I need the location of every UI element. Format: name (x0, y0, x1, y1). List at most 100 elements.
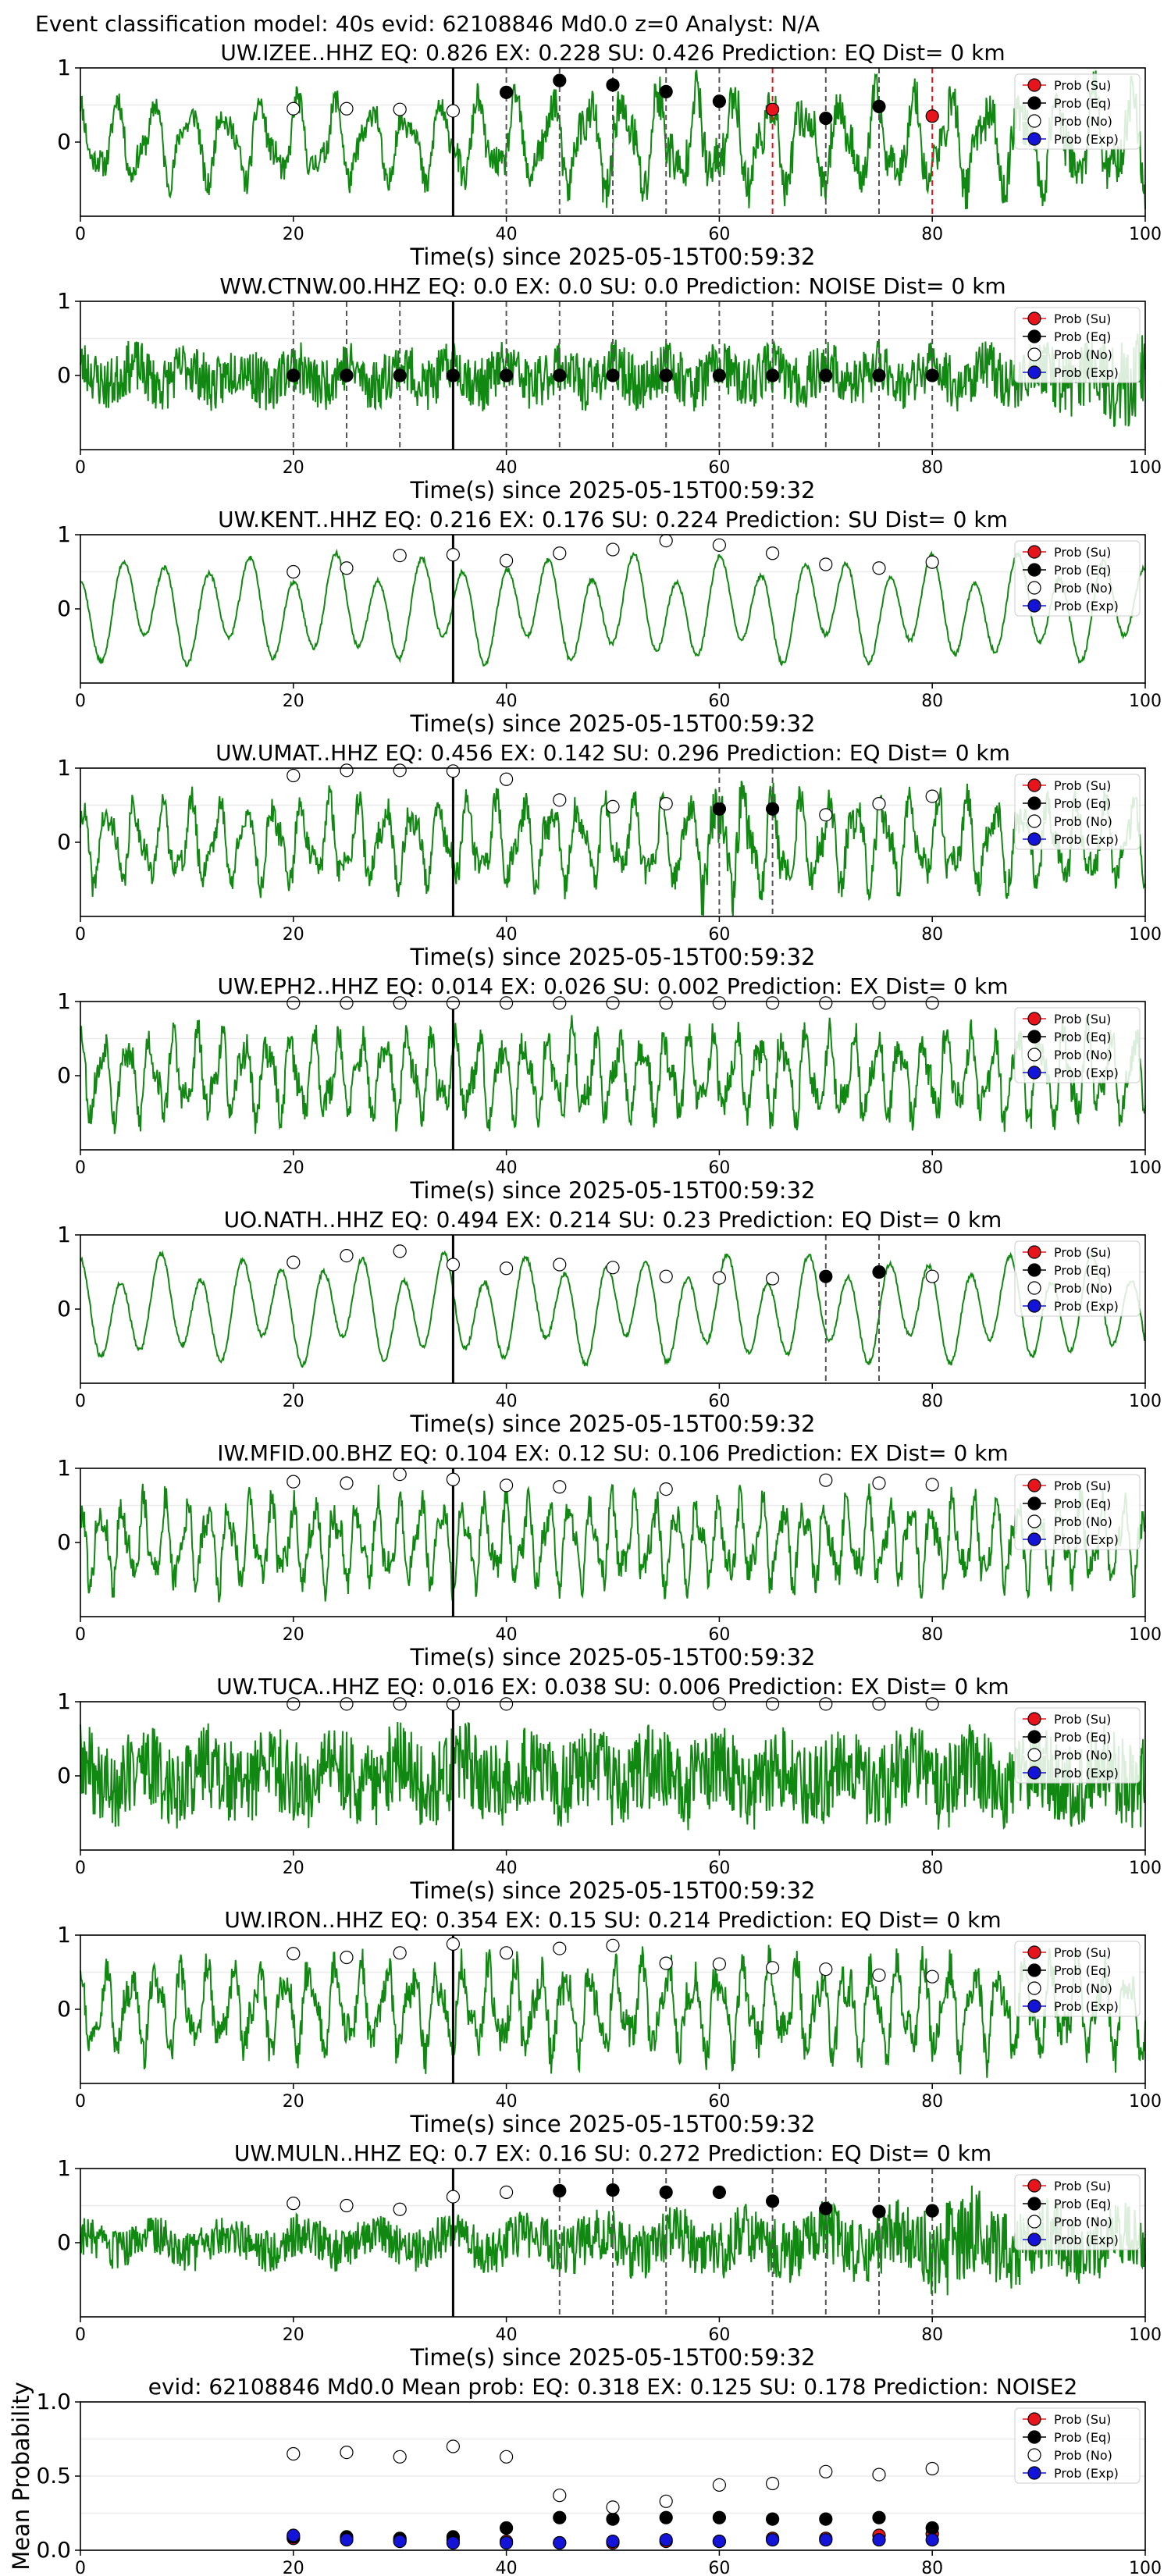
legend-box (1014, 1240, 1141, 1317)
x-axis-label: Time(s) since 2025-05-15T00:59:32 (410, 1411, 816, 1437)
panel-3: UW.UMAT..HHZ EQ: 0.456 EX: 0.142 SU: 0.2… (57, 740, 1162, 970)
legend-label: Prob (Exp) (1054, 2466, 1119, 2481)
mean-marker-ex (499, 2535, 514, 2550)
prob-marker-no (872, 1968, 886, 1982)
x-axis-label: Time(s) since 2025-05-15T00:59:32 (410, 244, 816, 270)
prob-marker-no (393, 1244, 407, 1258)
legend-label: Prob (Su) (1054, 2179, 1111, 2194)
legend: Prob (Su) Prob (Eq) Prob (No) Prob (Exp) (1014, 540, 1141, 617)
legend-label: Prob (Exp) (1054, 1999, 1119, 2014)
x-tick-label: 60 (708, 2325, 730, 2345)
prob-marker-no (606, 1938, 620, 1952)
prob-marker-no (925, 789, 939, 803)
mean-marker-no (925, 2461, 939, 2476)
mean-marker-ex (553, 2535, 567, 2550)
prob-marker-eq (340, 368, 354, 382)
prob-marker-no (446, 2190, 461, 2204)
mean-marker-no (446, 2439, 461, 2453)
legend: Prob (Su) Prob (Eq) Prob (No) Prob (Exp) (1014, 307, 1141, 383)
legend-label: Prob (Eq) (1054, 796, 1111, 811)
prob-marker-no (446, 1697, 461, 1711)
y-tick-label: 0 (57, 129, 71, 155)
x-tick-label: 40 (496, 458, 518, 478)
axes-frame (80, 534, 1146, 684)
legend: Prob (Su) Prob (Eq) Prob (No) Prob (Exp) (1014, 2407, 1141, 2484)
prob-marker-no (287, 768, 301, 783)
mean-marker-eq (499, 2521, 514, 2535)
panel-title: UW.IZEE..HHZ EQ: 0.826 EX: 0.228 SU: 0.4… (220, 40, 1005, 66)
x-tick-label: 80 (921, 2092, 943, 2112)
legend: Prob (Su) Prob (Eq) Prob (No) Prob (Exp) (1014, 1474, 1141, 1550)
mean-marker-ex (765, 2533, 780, 2547)
x-tick-label: 100 (1129, 2325, 1162, 2345)
prob-marker-no (499, 1478, 514, 1493)
prob-marker-no (925, 1697, 939, 1711)
legend-marker-su (1027, 778, 1041, 792)
y-tick-label: 1 (57, 1922, 71, 1948)
legend-marker-eq (1027, 1030, 1041, 1044)
x-tick-label: 0 (75, 1158, 86, 1178)
x-tick-label: 0 (75, 1859, 86, 1878)
prob-marker-eq (925, 2204, 939, 2218)
prob-marker-no (287, 101, 301, 116)
y-tick-label: 1.0 (36, 2389, 71, 2414)
prob-marker-eq (872, 1265, 886, 1279)
waveform-trace (80, 1483, 1146, 1603)
x-tick-label: 60 (708, 1625, 730, 1645)
x-tick-label: 80 (921, 692, 943, 711)
y-tick-label: 0 (57, 1996, 71, 2022)
x-tick-label: 0 (75, 225, 86, 244)
prob-marker-eq (712, 2185, 727, 2199)
legend-label: Prob (Exp) (1054, 1066, 1119, 1080)
panel-title: UW.UMAT..HHZ EQ: 0.456 EX: 0.142 SU: 0.2… (215, 740, 1010, 766)
x-tick-label: 80 (921, 925, 943, 945)
legend: Prob (Su) Prob (Eq) Prob (No) Prob (Exp) (1014, 1007, 1141, 1083)
x-tick-label: 40 (496, 2325, 518, 2345)
prob-marker-no (393, 996, 407, 1010)
legend-label: Prob (Exp) (1054, 365, 1119, 380)
prob-marker-eq (393, 368, 407, 382)
legend-label: Prob (No) (1054, 1514, 1112, 1529)
legend: Prob (Su) Prob (Eq) Prob (No) Prob (Exp) (1014, 1941, 1141, 2017)
prob-marker-no (606, 1261, 620, 1275)
legend-label: Prob (No) (1054, 114, 1112, 129)
x-tick-label: 40 (496, 2559, 518, 2576)
waveform-trace (80, 1944, 1146, 2078)
x-tick-label: 100 (1129, 1158, 1162, 1178)
x-axis-label: Time(s) since 2025-05-15T00:59:32 (410, 477, 816, 503)
prob-marker-no (553, 1258, 567, 1272)
prob-marker-no (499, 1697, 514, 1711)
x-tick-label: 0 (75, 2559, 86, 2576)
legend-label: Prob (Eq) (1054, 1030, 1111, 1044)
panel-title: evid: 62108846 Md0.0 Mean prob: EQ: 0.31… (148, 2374, 1078, 2400)
legend-marker-eq (1027, 1963, 1041, 1977)
prob-marker-no (446, 548, 461, 562)
prob-marker-su (765, 102, 780, 116)
x-tick-label: 100 (1129, 692, 1162, 711)
legend: Prob (Su) Prob (Eq) Prob (No) Prob (Exp) (1014, 2174, 1141, 2250)
prob-marker-no (872, 1476, 886, 1490)
legend-label: Prob (Exp) (1054, 1766, 1119, 1781)
x-tick-label: 60 (708, 925, 730, 945)
x-tick-label: 40 (496, 1625, 518, 1645)
panels: UW.IZEE..HHZ EQ: 0.826 EX: 0.228 SU: 0.4… (8, 40, 1162, 2576)
prob-marker-eq (819, 112, 833, 126)
panel-5: UO.NATH..HHZ EQ: 0.494 EX: 0.214 SU: 0.2… (57, 1207, 1162, 1437)
legend: Prob (Su) Prob (Eq) Prob (No) Prob (Exp) (1014, 1240, 1141, 1317)
legend-marker-ex (1027, 365, 1041, 379)
mean-marker-ex (606, 2535, 620, 2549)
x-axis-label: Time(s) since 2025-05-15T00:59:32 (410, 1877, 816, 1904)
prob-marker-no (553, 1480, 567, 1494)
panel-2: UW.KENT..HHZ EQ: 0.216 EX: 0.176 SU: 0.2… (57, 507, 1162, 737)
legend-marker-su (1027, 545, 1041, 559)
x-tick-label: 60 (708, 225, 730, 244)
legend-marker-ex (1027, 832, 1041, 846)
x-tick-label: 20 (283, 2325, 304, 2345)
legend-label: Prob (Eq) (1054, 563, 1111, 578)
y-tick-label: 1 (57, 1455, 71, 1481)
prob-marker-no (606, 799, 620, 814)
legend-label: Prob (Su) (1054, 311, 1111, 326)
y-tick-label: 0 (57, 1763, 71, 1788)
prob-marker-no (446, 1937, 461, 1951)
y-tick-label: 1 (57, 988, 71, 1014)
